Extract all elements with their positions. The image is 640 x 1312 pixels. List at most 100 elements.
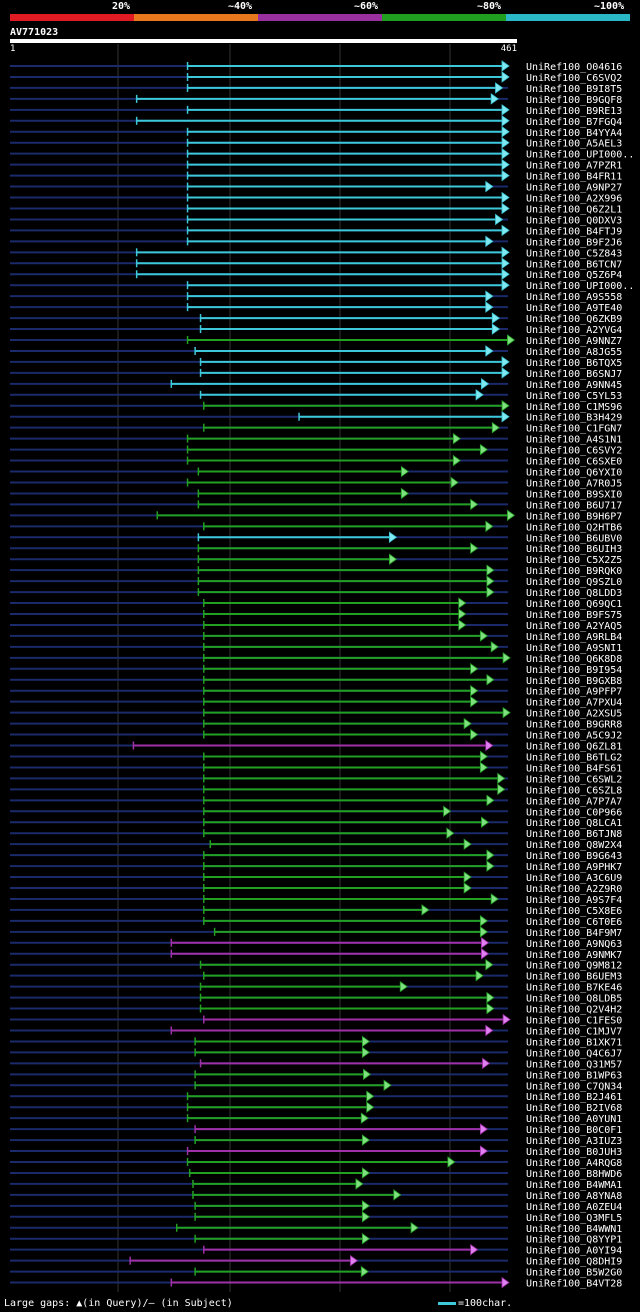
hit-label[interactable]: UniRef100_Q6ZL81	[526, 742, 622, 753]
hit-label[interactable]: UniRef100_A4RQG8	[526, 1158, 622, 1169]
alignment-row[interactable]: UniRef100_B6TCN7	[10, 257, 622, 270]
alignment-row[interactable]: UniRef100_C1FES0	[10, 1013, 622, 1027]
alignment-row[interactable]: UniRef100_B7FGQ4	[10, 115, 622, 128]
alignment-row[interactable]: UniRef100_A2YVG4	[10, 323, 622, 336]
hit-label[interactable]: UniRef100_A0YUN1	[526, 1114, 622, 1125]
alignment-row[interactable]: UniRef100_Q8YYP1	[10, 1232, 622, 1246]
hit-label[interactable]: UniRef100_A9RLB4	[526, 632, 622, 643]
hit-label[interactable]: UniRef100_C6SXE0	[526, 457, 622, 468]
alignment-row[interactable]: UniRef100_A5AEL3	[10, 136, 622, 150]
alignment-row[interactable]: UniRef100_B6UIH3	[10, 542, 622, 555]
hit-label[interactable]: UniRef100_C5Z843	[526, 248, 622, 259]
alignment-row[interactable]: UniRef100_B4WWN1	[10, 1221, 622, 1235]
alignment-row[interactable]: UniRef100_A2X996	[10, 191, 622, 205]
hit-label[interactable]: UniRef100_B9G643	[526, 851, 622, 862]
alignment-row[interactable]: UniRef100_B0JUH3	[10, 1145, 622, 1158]
hit-label[interactable]: UniRef100_C1FGN7	[526, 424, 622, 435]
alignment-row[interactable]: UniRef100_B1XK71	[10, 1035, 622, 1048]
hit-label[interactable]: UniRef100_A0ZEU4	[526, 1202, 622, 1213]
hit-label[interactable]: UniRef100_B6TQX5	[526, 358, 622, 369]
hit-label[interactable]: UniRef100_O04616	[526, 62, 622, 73]
alignment-row[interactable]: UniRef100_B6U717	[10, 498, 622, 511]
hit-label[interactable]: UniRef100_UPI000..	[526, 281, 634, 292]
alignment-row[interactable]: UniRef100_B6UBV0	[10, 531, 622, 544]
hit-label[interactable]: UniRef100_A7PXU4	[526, 698, 622, 709]
hit-label[interactable]: UniRef100_B1WP63	[526, 1070, 622, 1081]
hit-label[interactable]: UniRef100_Q6ZKB9	[526, 314, 622, 325]
alignment-row[interactable]: UniRef100_A9S558	[10, 290, 622, 303]
alignment-row[interactable]: UniRef100_UPI000..	[10, 147, 634, 161]
alignment-row[interactable]: UniRef100_B9H6P7	[10, 509, 622, 522]
alignment-row[interactable]: UniRef100_A7PXU4	[10, 695, 622, 709]
hit-label[interactable]: UniRef100_A2X996	[526, 194, 622, 205]
alignment-row[interactable]: UniRef100_A9NQ63	[10, 937, 622, 950]
alignment-row[interactable]: UniRef100_C5X8E6	[10, 904, 622, 917]
hit-label[interactable]: UniRef100_B6TCN7	[526, 259, 622, 270]
hit-label[interactable]: UniRef100_A2YVG4	[526, 325, 622, 336]
hit-label[interactable]: UniRef100_C6SWL2	[526, 774, 622, 785]
hit-label[interactable]: UniRef100_Q6K8D8	[526, 654, 622, 665]
hit-label[interactable]: UniRef100_B7KE46	[526, 983, 622, 994]
alignment-row[interactable]: UniRef100_B2IV68	[10, 1101, 622, 1114]
hit-label[interactable]: UniRef100_B9H6P7	[526, 511, 622, 522]
hit-label[interactable]: UniRef100_B9RE13	[526, 106, 622, 117]
hit-label[interactable]: UniRef100_Q8LCA1	[526, 818, 622, 829]
alignment-row[interactable]: UniRef100_C6SVY2	[10, 443, 622, 457]
hit-label[interactable]: UniRef100_Q6YXI0	[526, 468, 622, 479]
hit-label[interactable]: UniRef100_Q31M57	[526, 1059, 622, 1070]
hit-label[interactable]: UniRef100_B6UBV0	[526, 533, 622, 544]
alignment-row[interactable]: UniRef100_B8HWD6	[10, 1167, 622, 1180]
hit-label[interactable]: UniRef100_Q6Z2L1	[526, 204, 622, 215]
hit-label[interactable]: UniRef100_C6SZL8	[526, 785, 622, 796]
hit-label[interactable]: UniRef100_B2IV68	[526, 1103, 622, 1114]
hit-label[interactable]: UniRef100_A9S558	[526, 292, 622, 303]
alignment-row[interactable]: UniRef100_Q8DHI9	[10, 1254, 622, 1268]
alignment-row[interactable]: UniRef100_B1WP63	[10, 1068, 622, 1081]
hit-label[interactable]: UniRef100_A7P7A7	[526, 796, 622, 807]
alignment-row[interactable]: UniRef100_A2Z9R0	[10, 882, 622, 895]
hit-label[interactable]: UniRef100_B8HWD6	[526, 1169, 622, 1180]
alignment-row[interactable]: UniRef100_Q0DXV3	[10, 213, 622, 226]
hit-label[interactable]: UniRef100_Q9M812	[526, 961, 622, 972]
hit-label[interactable]: UniRef100_B4VT28	[526, 1279, 622, 1290]
alignment-row[interactable]: UniRef100_A4RQG8	[10, 1156, 622, 1169]
alignment-row[interactable]: UniRef100_C6T0E6	[10, 915, 622, 928]
hit-label[interactable]: UniRef100_B9GQF8	[526, 95, 622, 106]
hit-label[interactable]: UniRef100_Q8LDB5	[526, 994, 622, 1005]
alignment-row[interactable]: UniRef100_C6SVQ2	[10, 71, 622, 84]
alignment-row[interactable]: UniRef100_B6SNJ7	[10, 367, 622, 380]
alignment-row[interactable]: UniRef100_B7KE46	[10, 980, 622, 994]
alignment-row[interactable]: UniRef100_C1FGN7	[10, 421, 622, 435]
alignment-row[interactable]: UniRef100_C6SXE0	[10, 454, 622, 468]
alignment-row[interactable]: UniRef100_B5W2G0	[10, 1265, 622, 1279]
alignment-row[interactable]: UniRef100_B9I8T5	[10, 82, 622, 95]
alignment-row[interactable]: UniRef100_B4FTJ9	[10, 224, 622, 237]
hit-label[interactable]: UniRef100_B4FR11	[526, 172, 622, 183]
hit-label[interactable]: UniRef100_A9PFP7	[526, 687, 622, 698]
alignment-row[interactable]: UniRef100_B2J461	[10, 1090, 622, 1103]
alignment-row[interactable]: UniRef100_B6UEM3	[10, 969, 622, 983]
hit-label[interactable]: UniRef100_A0YI94	[526, 1246, 622, 1257]
alignment-row[interactable]: UniRef100_C6SWL2	[10, 772, 622, 785]
alignment-row[interactable]: UniRef100_A9S7F4	[10, 893, 622, 906]
hit-label[interactable]: UniRef100_A7PZR1	[526, 161, 622, 172]
alignment-row[interactable]: UniRef100_A8YNA8	[10, 1189, 622, 1202]
hit-label[interactable]: UniRef100_B9I954	[526, 665, 622, 676]
alignment-row[interactable]: UniRef100_Q2HTB6	[10, 520, 622, 533]
alignment-row[interactable]: UniRef100_B4WMA1	[10, 1178, 622, 1191]
hit-label[interactable]: UniRef100_B6SNJ7	[526, 369, 622, 380]
hit-label[interactable]: UniRef100_B9GRR8	[526, 720, 622, 731]
hit-label[interactable]: UniRef100_A9NNZ7	[526, 336, 622, 347]
hit-label[interactable]: UniRef100_B9I8T5	[526, 84, 622, 95]
hit-label[interactable]: UniRef100_C5YL53	[526, 391, 622, 402]
hit-label[interactable]: UniRef100_B9SXI0	[526, 489, 622, 500]
hit-label[interactable]: UniRef100_A9NN45	[526, 380, 622, 391]
hit-label[interactable]: UniRef100_C6SVY2	[526, 446, 622, 457]
alignment-row[interactable]: UniRef100_C5Z843	[10, 246, 622, 259]
alignment-row[interactable]: UniRef100_O04616	[10, 60, 622, 73]
alignment-row[interactable]: UniRef100_B9GQF8	[10, 93, 622, 106]
alignment-row[interactable]: UniRef100_A4S1N1	[10, 432, 622, 446]
hit-label[interactable]: UniRef100_C5X8E6	[526, 906, 622, 917]
hit-label[interactable]: UniRef100_B9RQK0	[526, 566, 622, 577]
hit-label[interactable]: UniRef100_C6SVQ2	[526, 73, 622, 84]
